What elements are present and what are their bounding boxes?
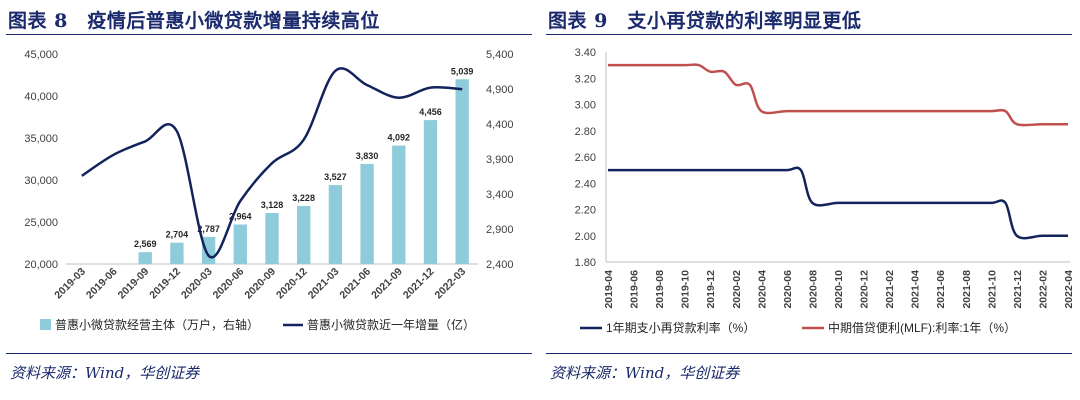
x-tick-label: 2020-06: [211, 266, 247, 302]
bar: [265, 213, 279, 264]
bar: [201, 236, 216, 264]
x-tick-label: 2021-12: [1012, 270, 1024, 309]
x-tick-label: 2020-03: [179, 266, 215, 302]
x-tick-label: 2020-02: [731, 270, 743, 309]
x-tick-label: 2019-04: [603, 270, 615, 309]
bar: [170, 242, 184, 264]
x-tick-label: 2019-12: [147, 266, 183, 302]
legend-label: 1年期支小再贷款利率（%）: [606, 320, 755, 335]
x-tick-label: 2021-06: [337, 266, 373, 302]
bar: [392, 145, 406, 264]
legend-label: 普惠小微贷款近一年增量（亿）: [307, 317, 475, 332]
x-tick-label: 2021-02: [884, 270, 896, 309]
y-right-tick-label: 5,400: [486, 49, 514, 61]
chart-source: 资料来源：Wind，华创证券: [10, 364, 200, 382]
y-tick-label: 3.00: [575, 100, 596, 112]
source-rule: [546, 353, 1072, 354]
x-tick-label: 2019-06: [629, 270, 641, 309]
bar: [328, 185, 343, 264]
chart-source: 资料来源：Wind，华创证券: [550, 364, 740, 382]
bar: [360, 163, 374, 264]
bar: [233, 224, 247, 264]
y-left-tick-label: 20,000: [24, 259, 58, 271]
x-tick-label: 2021-08: [961, 270, 973, 309]
x-tick-label: 2020-06: [782, 270, 794, 309]
x-tick-label: 2022-02: [1037, 270, 1049, 309]
bar-data-label: 2,704: [166, 230, 189, 240]
y-tick-label: 2.00: [575, 231, 596, 243]
bar: [138, 252, 152, 264]
y-right-tick-label: 3,900: [486, 154, 514, 166]
source-rule: [6, 353, 532, 354]
chart-left-svg: 20,000 25,000 30,000 35,000 40,000 45,000 2,40…: [24, 49, 514, 332]
y-right-tick-label: 2,400: [486, 259, 514, 271]
x-tick-label: 2021-12: [401, 266, 437, 302]
bar-data-label: 4,456: [419, 107, 442, 117]
bar-data-label: 4,092: [388, 133, 411, 143]
y-tick-label: 2.60: [575, 152, 596, 164]
series-line-relending: [608, 166, 1068, 240]
y-left-tick-label: 40,000: [24, 91, 58, 103]
y-left-tick-label: 45,000: [24, 49, 58, 61]
x-tick-label: 2022-03: [433, 266, 469, 302]
y-tick-label: 3.20: [575, 73, 596, 85]
y-tick-label: 2.20: [575, 205, 596, 217]
x-tick-label: 2020-08: [807, 270, 819, 309]
y-right-tick-label: 4,400: [486, 119, 514, 131]
x-tick-label: 2020-12: [859, 270, 871, 309]
x-tick-label: 2020-12: [274, 266, 310, 302]
x-tick-label: 2022-04: [1063, 270, 1075, 309]
y-right-tick-label: 3,400: [486, 189, 514, 201]
bar-data-label: 2,569: [134, 239, 157, 249]
bar-data-label: 5,039: [451, 66, 474, 76]
y-left-tick-label: 30,000: [24, 175, 58, 187]
y-right-tick-label: 2,900: [486, 224, 514, 236]
y-tick-label: 2.80: [575, 126, 596, 138]
bar-data-label: 3,128: [261, 200, 284, 210]
x-tick-label: 2020-09: [242, 266, 278, 302]
title-rule: [6, 34, 532, 35]
bar: [455, 79, 469, 265]
y-left-tick-label: 35,000: [24, 133, 58, 145]
legend-swatch-bar: [40, 319, 51, 330]
x-tick-label: 2019-12: [705, 270, 717, 309]
y-tick-label: 3.40: [575, 47, 596, 59]
x-tick-label: 2019-09: [116, 266, 152, 302]
x-tick-label: 2021-10: [986, 270, 998, 309]
y-tick-label: 1.80: [575, 257, 596, 269]
x-tick-label: 2019-08: [654, 270, 666, 309]
x-tick-label: 2020-04: [756, 270, 768, 309]
bar-data-label: 2,787: [197, 224, 220, 234]
y-tick-label: 2.40: [575, 178, 596, 190]
y-left-tick-label: 25,000: [24, 217, 58, 229]
chart-title: 图表 9 支小再贷款的利率明显更低: [548, 10, 862, 32]
title-rule: [546, 34, 1072, 35]
x-tick-label: 2021-09: [369, 266, 405, 302]
bar: [297, 206, 311, 264]
bar-data-label: 3,527: [324, 172, 347, 182]
y-right-tick-label: 4,900: [486, 84, 514, 96]
x-tick-label: 2020-10: [833, 270, 845, 309]
bar: [423, 120, 438, 264]
x-tick-label: 2021-06: [935, 270, 947, 309]
chart-panel-left: 图表 8 疫情后普惠小微贷款增量持续高位 20,000 25,000 30,000 3…: [6, 10, 532, 382]
x-tick-label: 2019-06: [84, 266, 120, 302]
x-tick-label: 2021-03: [306, 266, 342, 302]
legend-label: 普惠小微贷款经营主体（万户，右轴）: [55, 317, 259, 332]
x-tick-label: 2021-04: [910, 270, 922, 309]
series-line: [81, 67, 463, 259]
bar-data-label: 3,228: [292, 193, 315, 203]
chart-panel-right: 图表 9 支小再贷款的利率明显更低 1.80 2.00 2.20 2.40 2.60 2.…: [540, 0, 1080, 400]
bar-data-label: 2,964: [229, 212, 252, 222]
legend-label: 中期借贷便利(MLF):利率:1年（%）: [828, 320, 1016, 335]
chart-title: 图表 8 疫情后普惠小微贷款增量持续高位: [8, 10, 380, 32]
chart-right-svg: 1.80 2.00 2.20 2.40 2.60 2.80 3.00 3.20 3.40 2019…: [575, 47, 1075, 335]
bar-data-label: 3,830: [356, 151, 379, 161]
series-line-mlf: [608, 63, 1068, 127]
x-tick-label: 2019-10: [680, 270, 692, 309]
